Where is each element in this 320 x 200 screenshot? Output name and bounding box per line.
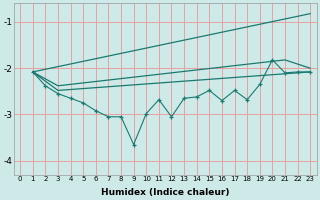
X-axis label: Humidex (Indice chaleur): Humidex (Indice chaleur) [101,188,229,197]
